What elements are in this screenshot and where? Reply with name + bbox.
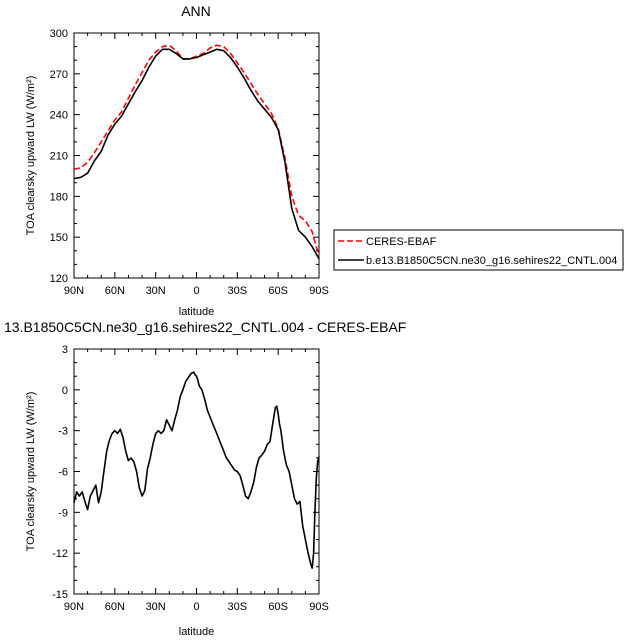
y-axis-label: TOA clearsky upward LW (W/m²) — [25, 76, 37, 236]
y-tick-label: 270 — [50, 69, 68, 81]
y-tick-label: 0 — [62, 385, 68, 397]
x-tick-label: 90N — [64, 601, 84, 613]
x-tick-label: 0 — [193, 601, 199, 613]
chart-title: ANN — [181, 3, 211, 19]
x-tick-label: 90S — [309, 601, 329, 613]
y-tick-label: -3 — [58, 426, 68, 438]
x-tick-label: 30S — [228, 285, 248, 297]
x-tick-label: 90S — [309, 285, 329, 297]
x-tick-label: 60S — [268, 285, 288, 297]
y-tick-label: 210 — [50, 151, 68, 163]
chart-title: 13.B1850C5CN.ne30_g16.sehires22_CNTL.004… — [4, 319, 406, 335]
series-line-1 — [73, 371, 320, 569]
x-tick-label: 60N — [105, 285, 125, 297]
x-tick-label: 60N — [105, 601, 125, 613]
x-tick-label: 90N — [64, 285, 84, 297]
x-tick-label: 30S — [228, 601, 248, 613]
y-tick-label: -6 — [58, 467, 68, 479]
x-tick-label: 60S — [268, 601, 288, 613]
y-tick-label: 300 — [50, 28, 68, 40]
series-line-2 — [73, 48, 320, 260]
legend-label: b.e13.B1850C5CN.ne30_g16.sehires22_CNTL.… — [366, 255, 617, 267]
plot-frame — [73, 32, 320, 279]
plot-frame — [73, 348, 320, 595]
series-line-1 — [73, 44, 320, 257]
panel-2: 13.B1850C5CN.ne30_g16.sehires22_CNTL.004… — [4, 319, 406, 638]
x-tick-label: 30N — [146, 285, 166, 297]
legend-box — [333, 229, 624, 271]
legend: CERES-EBAF b.e13.B1850C5CN.ne30_g16.sehir… — [333, 229, 624, 271]
x-axis-label: latitude — [179, 306, 214, 318]
legend-label: CERES-EBAF — [366, 236, 437, 248]
y-axis-label: TOA clearsky upward LW (W/m²) — [25, 392, 37, 552]
y-tick-label: 180 — [50, 191, 68, 203]
y-tick-label: 150 — [50, 232, 68, 244]
x-tick-label: 0 — [193, 285, 199, 297]
x-tick-label: 30N — [146, 601, 166, 613]
y-tick-label: 3 — [62, 344, 68, 356]
y-tick-label: -15 — [52, 589, 68, 601]
y-tick-label: 240 — [50, 110, 68, 122]
y-tick-label: -9 — [58, 507, 68, 519]
x-axis-label: latitude — [179, 626, 214, 638]
y-tick-label: 120 — [50, 273, 68, 285]
y-tick-label: -12 — [52, 548, 68, 560]
